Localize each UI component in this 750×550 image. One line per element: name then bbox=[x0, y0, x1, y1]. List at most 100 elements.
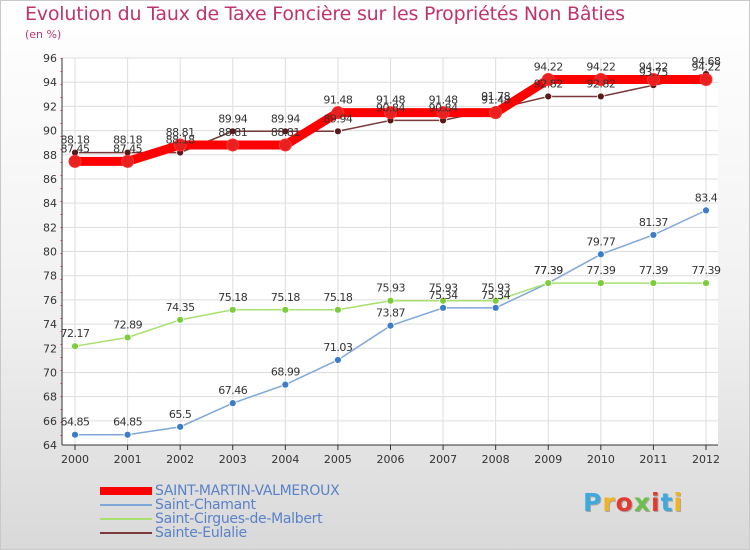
x-tick-label: 2008 bbox=[482, 453, 510, 466]
data-point bbox=[439, 303, 447, 312]
data-label: 88.18 bbox=[113, 134, 142, 147]
data-label: 64.85 bbox=[113, 416, 142, 429]
data-point bbox=[176, 422, 185, 431]
data-point bbox=[281, 305, 290, 314]
y-axis-unit: (en %) bbox=[25, 28, 62, 41]
data-point bbox=[173, 138, 187, 152]
legend-item: Sainte-Eulalie bbox=[100, 525, 339, 541]
data-label: 92.82 bbox=[534, 77, 563, 90]
legend-item: Saint-Chamant bbox=[100, 497, 339, 513]
data-label: 87.45 bbox=[61, 142, 90, 155]
y-tick-label: 80 bbox=[43, 246, 57, 259]
series-layer bbox=[68, 70, 713, 439]
data-label: 87.45 bbox=[113, 142, 142, 155]
data-point bbox=[646, 73, 660, 87]
data-label: 64.85 bbox=[61, 416, 90, 429]
data-point bbox=[702, 279, 710, 287]
data-point bbox=[544, 92, 553, 101]
data-point bbox=[649, 279, 658, 287]
proxiti-logo: Proxiti bbox=[583, 488, 683, 517]
data-label: 92.82 bbox=[586, 77, 615, 90]
data-point bbox=[71, 430, 79, 439]
data-label: 88.18 bbox=[166, 134, 195, 147]
chart-title: Evolution du Taux de Taxe Foncière sur l… bbox=[25, 3, 625, 25]
logo-letter: r bbox=[602, 488, 616, 517]
data-point bbox=[71, 342, 79, 351]
legend-swatch bbox=[100, 504, 152, 506]
data-label: 77.39 bbox=[639, 264, 668, 277]
data-point bbox=[439, 296, 447, 305]
legend-swatch bbox=[100, 487, 152, 495]
y-tick-label: 78 bbox=[43, 270, 57, 283]
legend-label: Sainte-Eulalie bbox=[155, 525, 247, 541]
data-label: 91.48 bbox=[323, 94, 352, 107]
data-label: 88.81 bbox=[271, 126, 300, 139]
data-point bbox=[594, 73, 608, 87]
y-tick-label: 88 bbox=[43, 149, 57, 162]
data-label: 91.48 bbox=[481, 94, 510, 107]
data-label: 75.34 bbox=[429, 289, 458, 302]
y-tick-label: 72 bbox=[43, 342, 57, 355]
data-point bbox=[228, 305, 237, 314]
data-point bbox=[121, 154, 135, 168]
y-tick-label: 90 bbox=[43, 125, 57, 138]
data-labels-layer: 87.45 87.45 88.81 88.81 88.81 91.48 91.48 91.48… bbox=[61, 55, 722, 429]
data-point bbox=[491, 303, 500, 312]
x-tick-label: 2012 bbox=[692, 453, 720, 466]
data-point bbox=[596, 92, 605, 101]
data-label: 88.81 bbox=[166, 126, 195, 139]
y-tick-label: 86 bbox=[43, 173, 57, 186]
data-point bbox=[386, 321, 395, 330]
logo-letter: t bbox=[660, 488, 674, 517]
data-label: 77.39 bbox=[534, 264, 563, 277]
data-point bbox=[281, 127, 290, 136]
y-tick-label: 76 bbox=[43, 294, 57, 307]
data-label: 74.35 bbox=[166, 301, 195, 314]
x-tick-label: 2004 bbox=[271, 453, 299, 466]
data-label: 67.46 bbox=[218, 384, 247, 397]
data-point bbox=[228, 399, 237, 408]
data-label: 89.94 bbox=[271, 112, 300, 125]
data-label: 93.75 bbox=[639, 66, 668, 79]
data-point bbox=[489, 106, 503, 120]
legend-item: SAINT-MARTIN-VALMEROUX bbox=[100, 483, 340, 499]
data-label: 75.18 bbox=[323, 291, 352, 304]
data-label: 81.37 bbox=[639, 216, 668, 229]
y-tick-label: 64 bbox=[43, 439, 57, 452]
legend-item: Saint-Cirgues-de-Malbert bbox=[100, 511, 339, 527]
legend-label: Saint-Chamant bbox=[155, 497, 256, 513]
data-point bbox=[331, 106, 345, 120]
data-label: 94.22 bbox=[586, 61, 615, 74]
x-tick-label: 2003 bbox=[219, 453, 247, 466]
data-label: 77.39 bbox=[692, 264, 721, 277]
y-tick-label: 66 bbox=[43, 415, 57, 428]
data-point bbox=[491, 296, 500, 305]
data-point bbox=[386, 296, 395, 305]
x-tick-label: 2007 bbox=[429, 453, 457, 466]
data-point bbox=[334, 356, 342, 364]
data-point bbox=[384, 106, 397, 120]
x-tick-label: 2002 bbox=[166, 453, 194, 466]
data-label: 75.18 bbox=[271, 291, 300, 304]
logo-letter: o bbox=[615, 488, 634, 517]
data-point bbox=[596, 250, 605, 259]
y-tick-label: 96 bbox=[43, 52, 57, 65]
data-point bbox=[281, 380, 290, 389]
data-label: 94.68 bbox=[692, 55, 721, 68]
y-tick-label: 84 bbox=[43, 197, 57, 210]
data-point bbox=[699, 73, 713, 87]
x-tick-label: 2005 bbox=[324, 453, 352, 466]
x-tick-label: 2000 bbox=[61, 453, 89, 466]
data-label: 89.94 bbox=[323, 112, 352, 125]
logo-letter: P bbox=[583, 488, 603, 517]
data-label: 90.84 bbox=[376, 101, 405, 114]
data-label: 65.5 bbox=[169, 408, 192, 421]
data-label: 75.18 bbox=[218, 291, 247, 304]
legend-swatch bbox=[100, 518, 152, 520]
data-label: 94.22 bbox=[639, 61, 668, 74]
x-tick-label: 2009 bbox=[534, 453, 562, 466]
data-label: 77.39 bbox=[534, 264, 563, 277]
data-label: 89.94 bbox=[218, 112, 247, 125]
data-point bbox=[702, 206, 710, 215]
